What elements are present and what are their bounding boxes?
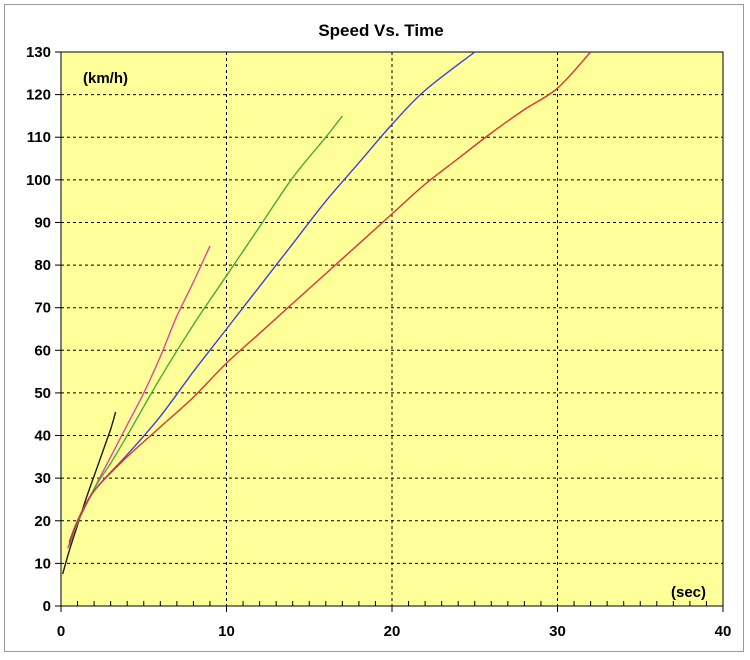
series-layer [62,51,592,575]
gridlines [61,52,723,606]
x-tick-labels: 0 10 20 30 40 [57,623,732,640]
y-tick-label: 20 [34,513,51,530]
series-line [62,411,117,575]
y-tick-label: 120 [26,87,51,104]
y-tick-label: 0 [43,598,51,615]
x-tick-label: 0 [57,623,65,640]
y-tick-label: 10 [34,555,51,572]
x-axis-unit-label: (sec) [671,584,706,601]
y-tick-label: 90 [34,214,51,231]
y-tick-label: 80 [34,257,51,274]
y-axis-unit-label: (km/h) [83,70,128,87]
y-tick-label: 50 [34,385,51,402]
series-line [68,115,343,547]
y-tick-label: 60 [34,342,51,359]
y-tick-label: 130 [26,44,51,61]
x-tick-label: 40 [715,623,732,640]
y-tick-label: 40 [34,428,51,445]
x-tick-label: 30 [549,623,566,640]
y-tick-labels: 0 10 20 30 40 50 60 70 80 90 100 110 120 130 [26,44,51,615]
chart-title: Speed Vs. Time [318,21,443,40]
x-tick-label: 10 [218,623,235,640]
series-line [68,51,592,545]
y-tick-label: 30 [34,470,51,487]
axes [55,51,724,612]
x-tick-label: 20 [384,623,401,640]
y-tick-label: 70 [34,300,51,317]
y-tick-label: 110 [27,129,51,146]
y-tick-label: 100 [26,172,51,189]
